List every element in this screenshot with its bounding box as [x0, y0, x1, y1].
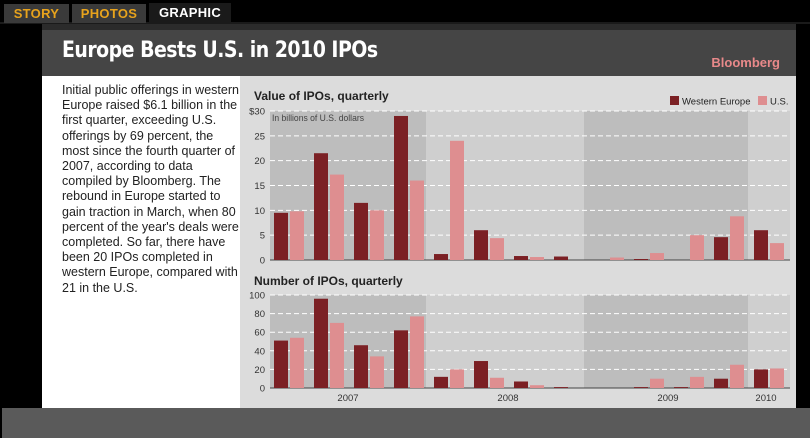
graphic-header: Europe Bests U.S. in 2010 IPOs Bloomberg [42, 30, 796, 76]
count-bar-europe [394, 330, 408, 388]
value-bar-us [650, 253, 664, 260]
value-bar-europe [714, 237, 728, 260]
value-bar-us [530, 257, 544, 260]
left-margin [2, 24, 42, 408]
tab-photos[interactable]: PHOTOS [72, 4, 146, 23]
value-bar-us [770, 243, 784, 260]
value-bar-europe [314, 153, 328, 260]
value-chart-title: Value of IPOs, quarterly [254, 89, 389, 103]
count-y-tick-label: 40 [254, 346, 265, 357]
count-chart: Number of IPOs, quarterly 0 20 40 60 80 100 2… [249, 274, 790, 404]
tab-bar: STORY PHOTOS GRAPHIC [0, 0, 810, 24]
value-bar-us [330, 174, 344, 260]
value-y-tick-label: 20 [254, 156, 265, 167]
value-bar-us [450, 140, 464, 260]
value-bar-us [370, 210, 384, 260]
legend-swatch-europe [670, 96, 679, 105]
value-bar-europe [554, 256, 568, 260]
count-y-tick-label: 60 [254, 328, 265, 339]
count-chart-title: Number of IPOs, quarterly [254, 274, 403, 288]
chart-legend: Western Europe U.S. [670, 96, 788, 108]
graphic-content: Initial public offerings in western Euro… [42, 76, 796, 408]
value-y-tick-label: 10 [254, 206, 265, 217]
value-bar-europe [394, 115, 408, 260]
value-bar-europe [474, 230, 488, 260]
count-year-band [426, 295, 584, 388]
count-bar-europe [354, 345, 368, 388]
value-bar-us [410, 180, 424, 260]
value-y-tick-label: 5 [260, 231, 265, 242]
count-y-tick-label: 80 [254, 309, 265, 320]
value-bar-europe [634, 259, 648, 260]
tab-graphic[interactable]: GRAPHIC [149, 3, 231, 24]
count-year-band [584, 295, 748, 388]
value-bar-us [290, 211, 304, 260]
tab-underline [0, 22, 810, 24]
value-bar-europe [514, 256, 528, 260]
value-bar-us [690, 235, 704, 260]
description-text: Initial public offerings in western Euro… [62, 83, 239, 295]
charts-svg: Value of IPOs, quarterly 0 5 10 15 20 25 $30 I… [249, 89, 790, 404]
count-bar-us [770, 368, 784, 388]
count-bar-europe [674, 387, 688, 388]
value-bar-europe [754, 230, 768, 260]
value-bar-europe [274, 212, 288, 260]
count-bar-us [530, 385, 544, 388]
legend-label-us: U.S. [770, 97, 788, 108]
count-y-tick-label: 100 [249, 291, 265, 302]
brand-logo: Bloomberg [711, 55, 780, 70]
count-bar-us [410, 316, 424, 388]
value-bar-europe [354, 202, 368, 260]
tab-story[interactable]: STORY [4, 4, 69, 23]
count-bar-europe [754, 369, 768, 388]
value-chart-units: In billions of U.S. dollars [272, 113, 364, 124]
count-bar-us [690, 376, 704, 388]
count-bar-us [330, 322, 344, 388]
x-axis-year-label: 2009 [657, 393, 678, 404]
graphic-title: Europe Bests U.S. in 2010 IPOs [62, 38, 378, 63]
value-y-tick-label: 0 [260, 256, 265, 267]
count-y-tick-label: 0 [260, 384, 265, 395]
value-bar-europe [434, 254, 448, 260]
right-margin [796, 24, 810, 408]
count-bar-europe [314, 298, 328, 388]
count-bar-europe [514, 381, 528, 388]
value-bar-us [490, 238, 504, 260]
x-axis-year-label: 2007 [337, 393, 358, 404]
chart-panel: Value of IPOs, quarterly 0 5 10 15 20 25 $30 I… [240, 76, 796, 408]
legend-label-europe: Western Europe [682, 97, 750, 108]
value-y-tick-label: 15 [254, 181, 265, 192]
count-bar-us [450, 369, 464, 388]
count-bar-us [650, 378, 664, 388]
count-bar-us [290, 337, 304, 388]
count-bar-europe [714, 378, 728, 388]
value-bar-us [610, 257, 624, 260]
count-bar-us [370, 356, 384, 388]
x-axis-year-label: 2010 [755, 393, 776, 404]
count-bar-europe [474, 361, 488, 388]
count-bar-europe [634, 387, 648, 388]
value-bar-us [730, 216, 744, 260]
bottom-bar [2, 408, 810, 438]
value-chart: Value of IPOs, quarterly 0 5 10 15 20 25 $30 I… [249, 89, 790, 267]
count-y-tick-label: 20 [254, 365, 265, 376]
value-y-tick-label: 25 [254, 131, 265, 142]
count-bar-europe [274, 340, 288, 388]
x-axis-year-label: 2008 [497, 393, 518, 404]
count-bar-europe [434, 376, 448, 388]
count-bar-europe [554, 387, 568, 388]
legend-swatch-us [758, 96, 767, 105]
value-y-tick-label: $30 [249, 107, 265, 118]
count-bar-us [730, 364, 744, 388]
count-bar-us [490, 377, 504, 388]
